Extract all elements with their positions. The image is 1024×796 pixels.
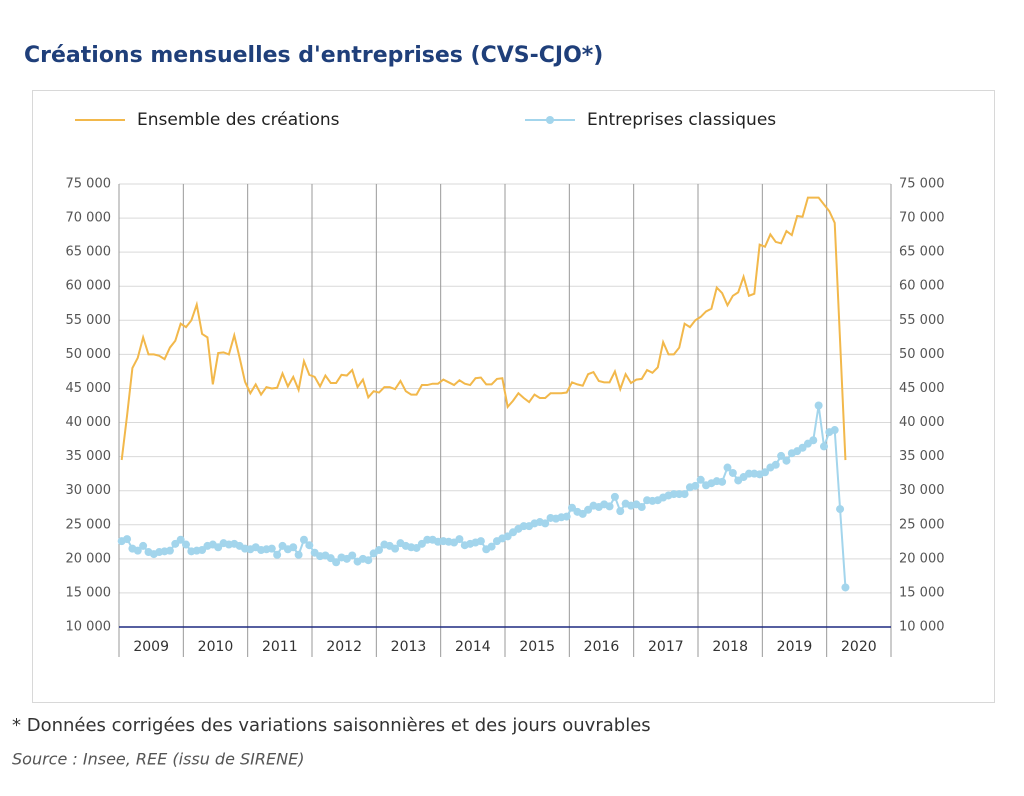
point bbox=[761, 468, 770, 477]
y2-tick-label: 50 000 bbox=[899, 347, 945, 362]
point bbox=[782, 456, 791, 465]
x-tick-label: 2009 bbox=[133, 639, 169, 655]
point bbox=[182, 540, 191, 549]
x-tick-label: 2018 bbox=[712, 639, 748, 655]
y-tick-label: 50 000 bbox=[66, 347, 112, 362]
point bbox=[289, 543, 298, 552]
x-tick-label: 2012 bbox=[326, 639, 362, 655]
point bbox=[637, 503, 646, 512]
y-tick-label: 45 000 bbox=[66, 381, 112, 396]
point bbox=[691, 481, 700, 490]
x-tick-label: 2014 bbox=[455, 639, 491, 655]
y2-tick-label: 70 000 bbox=[899, 211, 945, 226]
y2-tick-label: 20 000 bbox=[899, 551, 945, 566]
y2-tick-label: 25 000 bbox=[899, 517, 945, 532]
x-tick-label: 2011 bbox=[262, 639, 298, 655]
point bbox=[830, 426, 839, 435]
source: Source : Insee, REE (issu de SIRENE) bbox=[12, 750, 304, 769]
point bbox=[273, 550, 282, 559]
point bbox=[455, 535, 464, 544]
series-line bbox=[120, 196, 847, 461]
point bbox=[299, 535, 308, 544]
point bbox=[391, 544, 400, 553]
point bbox=[294, 550, 303, 559]
point bbox=[610, 492, 619, 501]
y-tick-label: 10 000 bbox=[66, 620, 112, 635]
y-tick-label: 35 000 bbox=[66, 449, 112, 464]
x-tick-label: 2016 bbox=[584, 639, 620, 655]
legend-marker bbox=[546, 116, 554, 124]
point bbox=[723, 463, 732, 472]
point bbox=[165, 546, 174, 555]
point bbox=[176, 535, 185, 544]
point bbox=[777, 451, 786, 460]
y2-tick-label: 30 000 bbox=[899, 483, 945, 498]
y-tick-label: 65 000 bbox=[66, 245, 112, 260]
point bbox=[680, 490, 689, 499]
y-tick-label: 60 000 bbox=[66, 279, 112, 294]
chart-frame bbox=[32, 90, 995, 703]
point bbox=[139, 541, 148, 550]
point bbox=[836, 505, 845, 514]
point bbox=[819, 442, 828, 451]
point bbox=[487, 542, 496, 551]
x-tick-label: 2017 bbox=[648, 639, 684, 655]
point bbox=[541, 519, 550, 528]
y2-tick-label: 65 000 bbox=[899, 245, 945, 260]
y-tick-label: 30 000 bbox=[66, 483, 112, 498]
point bbox=[267, 544, 276, 553]
y2-tick-label: 40 000 bbox=[899, 415, 945, 430]
point bbox=[718, 477, 727, 486]
point bbox=[476, 537, 485, 546]
point bbox=[814, 401, 823, 410]
y2-tick-label: 60 000 bbox=[899, 279, 945, 294]
point bbox=[809, 436, 818, 445]
point bbox=[696, 475, 705, 484]
point bbox=[771, 460, 780, 469]
y2-tick-label: 45 000 bbox=[899, 381, 945, 396]
chart-title: Créations mensuelles d'entreprises (CVS-… bbox=[24, 43, 603, 68]
point bbox=[562, 512, 571, 521]
y-tick-label: 15 000 bbox=[66, 585, 112, 600]
point bbox=[728, 468, 737, 477]
footnote: * Données corrigées des variations saiso… bbox=[12, 715, 651, 736]
y2-tick-label: 15 000 bbox=[899, 585, 945, 600]
y2-tick-label: 10 000 bbox=[899, 620, 945, 635]
point bbox=[841, 583, 850, 592]
point bbox=[332, 558, 341, 567]
point bbox=[348, 551, 357, 560]
point bbox=[133, 546, 142, 555]
point bbox=[123, 535, 132, 544]
x-tick-label: 2020 bbox=[841, 639, 877, 655]
point bbox=[305, 541, 314, 550]
legend-label: Entreprises classiques bbox=[587, 110, 776, 130]
point bbox=[616, 507, 625, 516]
x-tick-label: 2015 bbox=[519, 639, 555, 655]
y-tick-label: 20 000 bbox=[66, 551, 112, 566]
x-tick-label: 2010 bbox=[198, 639, 234, 655]
y-tick-label: 55 000 bbox=[66, 313, 112, 328]
x-tick-label: 2019 bbox=[777, 639, 813, 655]
y2-tick-label: 55 000 bbox=[899, 313, 945, 328]
point bbox=[375, 545, 384, 554]
legend-label: Ensemble des créations bbox=[137, 110, 340, 130]
y-tick-label: 25 000 bbox=[66, 517, 112, 532]
point bbox=[605, 502, 614, 511]
y2-tick-label: 35 000 bbox=[899, 449, 945, 464]
y-tick-label: 70 000 bbox=[66, 211, 112, 226]
y2-tick-label: 75 000 bbox=[899, 177, 945, 192]
y-tick-label: 40 000 bbox=[66, 415, 112, 430]
x-tick-label: 2013 bbox=[391, 639, 427, 655]
point bbox=[364, 556, 373, 565]
y-tick-label: 75 000 bbox=[66, 177, 112, 192]
